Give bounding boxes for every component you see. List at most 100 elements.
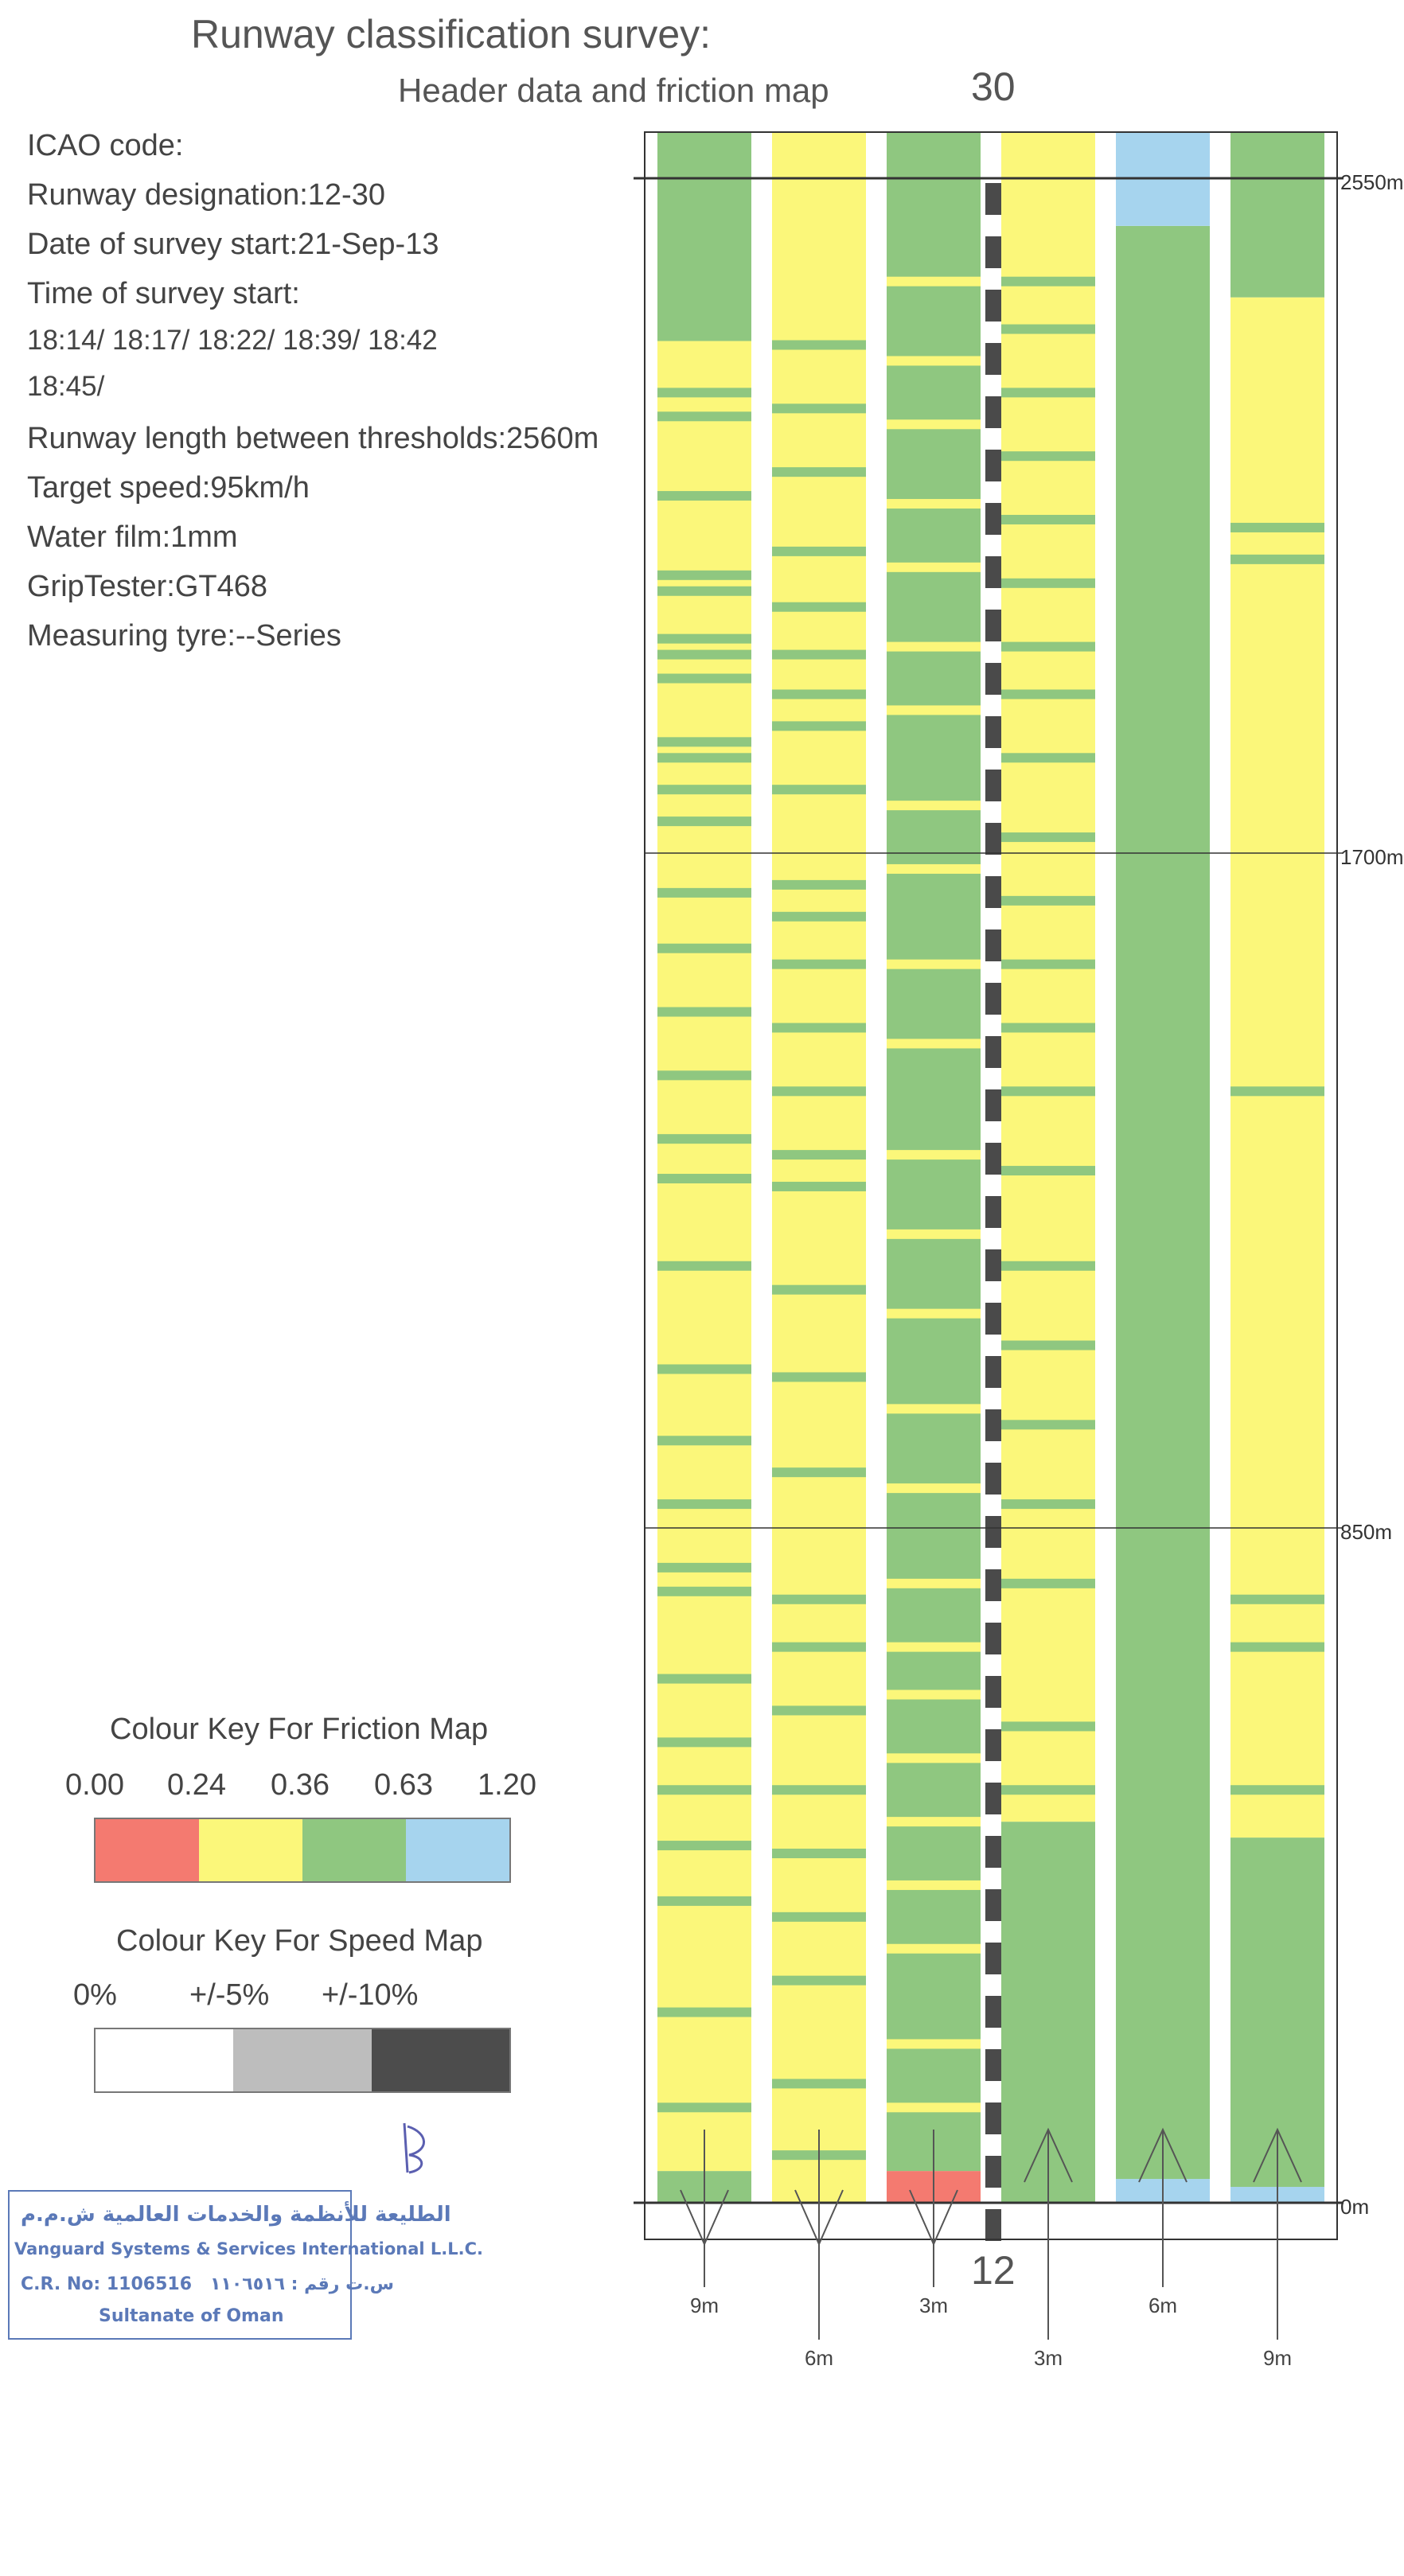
friction-band xyxy=(1001,1340,1095,1350)
centreline-dash xyxy=(985,556,1001,588)
friction-band xyxy=(772,1785,866,1795)
friction-band xyxy=(1230,1785,1324,1795)
centreline-dash xyxy=(985,1089,1001,1121)
speed-key-swatch xyxy=(371,2029,509,2091)
friction-band xyxy=(887,499,981,509)
friction-band xyxy=(657,816,751,827)
runway-end-12-label: 12 xyxy=(971,2248,1016,2293)
friction-band xyxy=(657,673,751,684)
centreline-dash xyxy=(985,1729,1001,1761)
friction-band xyxy=(887,705,981,715)
speed-key-value: +/-5% xyxy=(189,1978,270,2012)
friction-band xyxy=(887,1150,981,1160)
friction-band xyxy=(772,1849,866,1859)
speed-key-swatch xyxy=(233,2029,372,2091)
friction-band xyxy=(887,959,981,969)
direction-arrowhead-up xyxy=(1253,2127,1302,2183)
centreline-dash xyxy=(985,1943,1001,1974)
centreline-dash xyxy=(985,1463,1001,1495)
friction-segment xyxy=(1116,225,1210,2180)
friction-band xyxy=(657,1436,751,1446)
water-film: Water film:1mm xyxy=(27,520,238,554)
friction-band xyxy=(657,1586,751,1596)
centreline-dash xyxy=(985,1249,1001,1281)
friction-band xyxy=(1230,1594,1324,1604)
friction-band xyxy=(1001,578,1095,588)
stamp-country: Sultanate of Oman xyxy=(99,2306,284,2326)
friction-key-swatch xyxy=(199,1819,302,1881)
friction-band xyxy=(887,2102,981,2113)
friction-band xyxy=(657,649,751,660)
friction-band xyxy=(1001,753,1095,763)
friction-band xyxy=(1001,514,1095,524)
friction-band xyxy=(657,1896,751,1906)
friction-band xyxy=(772,403,866,414)
friction-band xyxy=(1001,1261,1095,1271)
friction-band xyxy=(887,1039,981,1049)
friction-band xyxy=(657,1364,751,1374)
stamp-cr-number: C.R. No: 1106516 xyxy=(21,2274,193,2294)
friction-segment xyxy=(1230,297,1324,1838)
friction-band xyxy=(772,879,866,890)
friction-band xyxy=(657,1737,751,1748)
friction-key-value: 0.00 xyxy=(65,1768,124,1802)
friction-band xyxy=(657,491,751,501)
friction-band xyxy=(887,562,981,572)
centreline-dash xyxy=(985,929,1001,961)
centreline-dash xyxy=(985,236,1001,268)
centreline-dash xyxy=(985,1623,1001,1654)
centreline-dash xyxy=(985,1676,1001,1708)
friction-band xyxy=(657,1785,751,1795)
centreline-dash xyxy=(985,1996,1001,2028)
friction-band xyxy=(1230,1642,1324,1652)
griptester: GripTester:GT468 xyxy=(27,570,267,603)
friction-band xyxy=(772,1284,866,1295)
friction-band xyxy=(887,1483,981,1494)
centreline-dash xyxy=(985,1409,1001,1441)
friction-band xyxy=(1001,276,1095,286)
friction-band xyxy=(657,1841,751,1851)
friction-band xyxy=(887,1229,981,1239)
friction-band xyxy=(772,467,866,477)
lane-offset-label: 9m xyxy=(1263,2346,1292,2370)
friction-band xyxy=(772,721,866,731)
friction-band xyxy=(772,1594,866,1604)
centreline-dash xyxy=(985,1036,1001,1068)
survey-date: Date of survey start:21-Sep-13 xyxy=(27,228,439,261)
centreline-dash xyxy=(985,2102,1001,2134)
centreline-dash xyxy=(985,716,1001,748)
survey-time-label: Time of survey start: xyxy=(27,277,300,310)
friction-band xyxy=(887,863,981,874)
stamp-arabic-name: الطليعة للأنظمة والخدمات العالمية ش.م.م xyxy=(21,2203,451,2227)
friction-key-value: 0.36 xyxy=(271,1768,330,1802)
friction-band xyxy=(1230,554,1324,564)
centreline-dash xyxy=(985,1143,1001,1175)
friction-band xyxy=(772,2079,866,2089)
chainage-label: 850m xyxy=(1340,1520,1392,1544)
friction-band xyxy=(887,1308,981,1319)
friction-band xyxy=(1001,1166,1095,1176)
friction-band xyxy=(1001,641,1095,652)
friction-band xyxy=(772,1372,866,1382)
friction-band xyxy=(657,1134,751,1144)
friction-segment xyxy=(657,132,751,341)
centreline-dash xyxy=(985,770,1001,801)
friction-band xyxy=(772,602,866,612)
friction-band xyxy=(772,1642,866,1652)
friction-band xyxy=(772,959,866,969)
friction-key-swatch xyxy=(406,1819,509,1881)
friction-band xyxy=(1001,1023,1095,1033)
friction-band xyxy=(1001,1499,1095,1510)
friction-band xyxy=(887,1880,981,1890)
direction-arrowhead-down xyxy=(680,2189,729,2247)
friction-band xyxy=(1001,1420,1095,1430)
centreline-dash xyxy=(985,503,1001,535)
friction-band xyxy=(657,785,751,795)
friction-band xyxy=(887,356,981,366)
stamp-english-name: Vanguard Systems & Services Internationa… xyxy=(14,2239,484,2258)
friction-band xyxy=(887,1753,981,1763)
friction-band xyxy=(657,2102,751,2113)
speed-key-swatch xyxy=(96,2029,234,2091)
friction-segment xyxy=(1230,132,1324,298)
